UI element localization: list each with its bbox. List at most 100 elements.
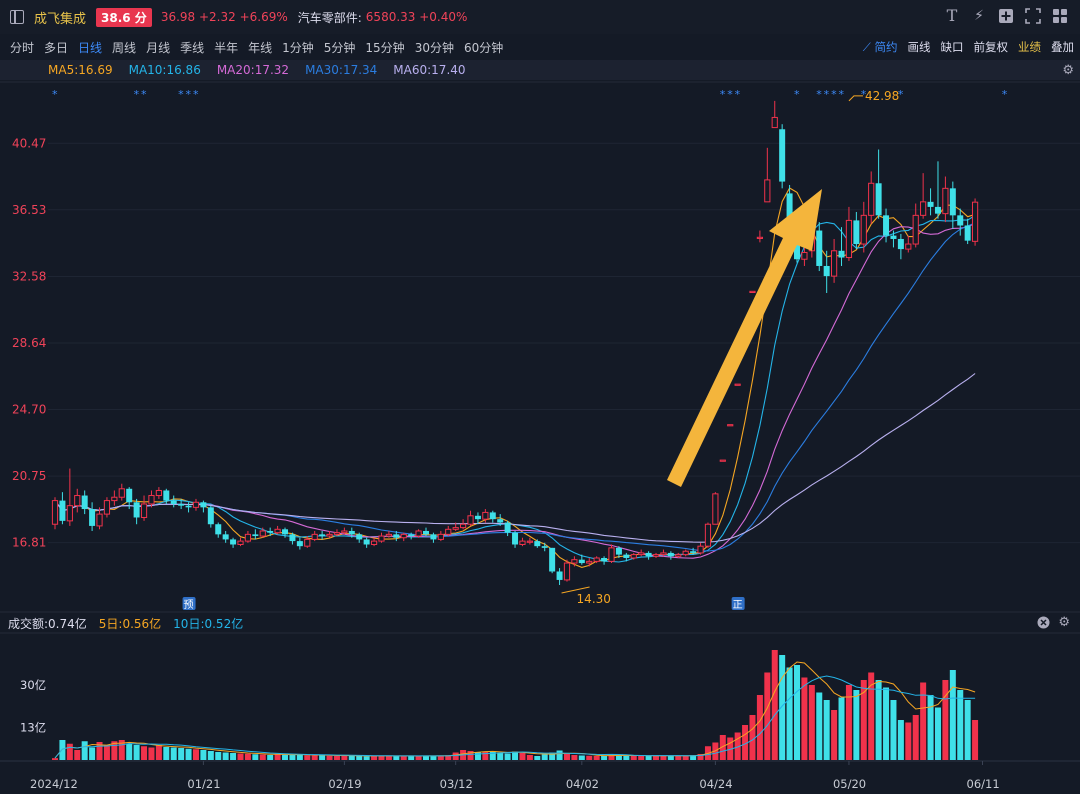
sidebar-toggle-icon[interactable] [10,10,24,24]
volume-bar [52,758,58,760]
volume-bar [690,755,697,760]
candle-body [304,538,311,547]
candle [282,527,289,538]
candle [905,235,912,253]
grid-icon[interactable] [1052,8,1068,24]
candle-body [326,533,333,537]
candle-body [140,503,148,518]
candle [89,502,96,531]
candle-body [252,534,259,537]
candle [727,424,734,427]
volume-bar [964,700,971,760]
candle [675,552,682,558]
tool-3[interactable]: 前复权 [973,40,1009,54]
ma20-value: MA20:17.32 [216,63,290,77]
period-tab-10[interactable]: 15分钟 [365,40,405,55]
candle [719,459,726,462]
volume-bar [437,755,444,760]
period-tab-0[interactable]: 分时 [10,40,35,55]
candle [927,188,934,216]
volume-ma10-line [54,675,976,759]
tool-1[interactable]: 画线 [907,40,931,54]
add-square-icon[interactable] [998,8,1014,24]
candle-body [704,523,712,547]
volume-gear-icon[interactable]: ⚙ [1058,615,1070,630]
volume-bar [734,732,741,760]
volume-bar [660,755,667,760]
text-icon[interactable]: T [946,6,958,25]
low-annotation: 14.30 [577,592,611,606]
score-badge[interactable]: 38.6 分 [96,7,152,27]
candle [682,549,689,557]
candle [81,490,88,515]
candle-body [126,488,133,503]
stock-name[interactable]: 成飞集成 [34,11,87,27]
candle-body [638,552,645,556]
volume-bar [230,753,237,760]
period-tab-4[interactable]: 月线 [146,40,171,55]
candle [378,532,385,543]
volume-bar [215,752,222,760]
volume-bar [148,747,155,760]
period-tab-2[interactable]: 日线 [78,40,103,55]
period-tab-1[interactable]: 多日 [44,40,69,55]
candle [519,537,526,547]
volume-bar [363,756,370,760]
volume-bar [845,685,852,760]
tool-4[interactable]: 业绩 [1018,40,1041,54]
candle [178,498,185,510]
fullscreen-icon[interactable] [1025,8,1041,24]
gear-icon[interactable]: ⚙ [1062,63,1074,78]
candle [586,557,593,567]
candle-body [378,535,385,542]
volume-bar [897,720,904,760]
period-tab-11[interactable]: 30分钟 [414,40,454,55]
candle-body [905,243,912,250]
candle-body [163,490,170,501]
candle [883,208,890,243]
candle-body [148,495,155,505]
sector-label[interactable]: 汽车零部件: [297,10,362,25]
period-tab-5[interactable]: 季线 [180,40,205,55]
period-tab-8[interactable]: 1分钟 [282,40,314,55]
period-tab-7[interactable]: 年线 [248,40,273,55]
tool-5[interactable]: 叠加 [1051,40,1074,54]
candle [912,203,919,248]
close-icon[interactable] [1037,616,1050,632]
signal-star: * [720,88,726,101]
candle [326,530,333,538]
signal-star: * [134,88,140,101]
tool-0[interactable]: ⟋ 简约 [862,40,898,54]
candle-body [890,235,897,239]
candle [949,181,956,229]
period-tab-3[interactable]: 周线 [112,40,137,55]
period-tab-9[interactable]: 5分钟 [323,40,356,55]
candle-body [415,530,422,537]
ma60-line [54,373,976,543]
candle-body [586,560,593,564]
volume-bar [296,754,303,760]
candle [964,218,971,245]
volume-bar [601,755,608,760]
volume-bar [192,749,199,760]
candle [460,519,467,530]
candle-body [467,515,474,525]
lightning-icon[interactable]: ⚡ [974,8,984,24]
volume-bar [96,742,103,760]
volume-bar [534,756,541,760]
period-tab-6[interactable]: 半年 [214,40,239,55]
y-tick-label: 24.70 [12,402,46,416]
volume-bar [682,755,689,760]
signal-star: * [193,88,199,101]
tool-2[interactable]: 缺口 [940,40,964,54]
price-change: 36.98 +2.32 +6.69% [160,10,288,24]
candle [393,530,400,542]
candle-body [786,193,793,224]
volume-bar [59,740,66,760]
candle [482,509,489,523]
volume-bar [311,755,318,760]
volume-bar [326,755,333,760]
period-tab-12[interactable]: 60分钟 [463,40,504,55]
x-tick-label: 2024/12 [30,777,78,791]
